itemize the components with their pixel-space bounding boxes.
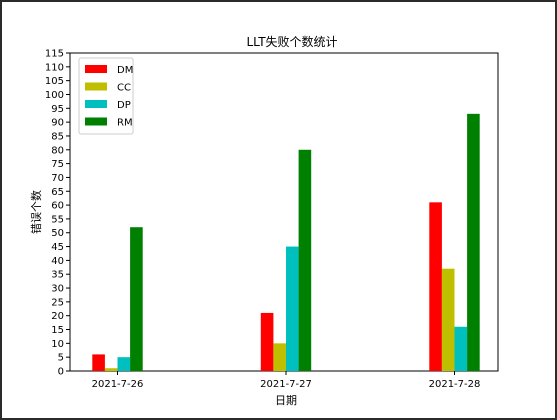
legend-box bbox=[78, 57, 134, 135]
y-tick-label: 10 bbox=[51, 339, 64, 350]
y-tick-label: 65 bbox=[51, 187, 64, 198]
y-tick-label: 60 bbox=[51, 201, 64, 212]
y-tick-label: 0 bbox=[58, 367, 64, 378]
y-tick-label: 50 bbox=[51, 228, 64, 239]
y-tick-label: 105 bbox=[45, 76, 64, 87]
y-tick-label: 5 bbox=[58, 353, 64, 364]
bar-rm bbox=[467, 113, 480, 372]
y-tick-label: 75 bbox=[51, 159, 64, 170]
y-axis-label: 错误个数 bbox=[29, 190, 43, 234]
y-tick-label: 115 bbox=[45, 49, 64, 60]
legend-label-dm: DM bbox=[117, 65, 133, 76]
y-tick-label: 110 bbox=[45, 62, 64, 73]
y-tick-label: 40 bbox=[51, 256, 64, 267]
bar-dp bbox=[286, 246, 299, 371]
legend-swatch-rm bbox=[85, 117, 107, 126]
bar-dp bbox=[454, 326, 468, 371]
chart-title: LLT失败个数统计 bbox=[246, 34, 337, 49]
legend-swatch-cc bbox=[85, 82, 107, 91]
bar-dm bbox=[260, 312, 274, 371]
y-tick-label: 80 bbox=[51, 145, 64, 156]
legend-label-cc: CC bbox=[117, 83, 131, 94]
bar-rm bbox=[298, 149, 312, 371]
x-axis-label: 日期 bbox=[275, 394, 297, 407]
legend-swatch-dp bbox=[85, 100, 107, 108]
y-tick-label: 20 bbox=[51, 311, 64, 322]
y-tick-label: 90 bbox=[51, 118, 64, 129]
y-tick-label: 95 bbox=[51, 104, 64, 115]
bar-dp bbox=[117, 357, 131, 371]
legend-label-dp: DP bbox=[117, 100, 131, 111]
x-tick-label: 2021-7-26 bbox=[92, 379, 144, 390]
x-tick-label: 2021-7-27 bbox=[260, 379, 312, 390]
y-tick-label: 85 bbox=[51, 131, 64, 142]
bar-cc bbox=[104, 368, 118, 371]
legend-swatch-dm bbox=[85, 65, 107, 73]
y-tick-label: 100 bbox=[45, 90, 64, 101]
y-tick-label: 55 bbox=[51, 214, 64, 225]
bar-dm bbox=[429, 202, 442, 371]
y-tick-label: 70 bbox=[51, 173, 64, 184]
bar-cc bbox=[441, 268, 455, 371]
y-tick-label: 15 bbox=[51, 325, 64, 336]
y-tick-label: 30 bbox=[51, 284, 64, 295]
plot-area: 0 5 10 15 20 25 30 35 40 45 50 55 60 65 70 75 80 85 90 95 10… bbox=[45, 49, 499, 390]
y-tick-label: 45 bbox=[51, 242, 64, 253]
bar-cc bbox=[273, 343, 286, 371]
x-tick-label: 2021-7-28 bbox=[429, 379, 481, 390]
bar-dm bbox=[92, 354, 105, 371]
y-tick-label: 35 bbox=[51, 270, 64, 281]
y-tick-label: 25 bbox=[51, 297, 64, 308]
bar-rm bbox=[130, 227, 143, 371]
legend-label-rm: RM bbox=[117, 118, 133, 129]
